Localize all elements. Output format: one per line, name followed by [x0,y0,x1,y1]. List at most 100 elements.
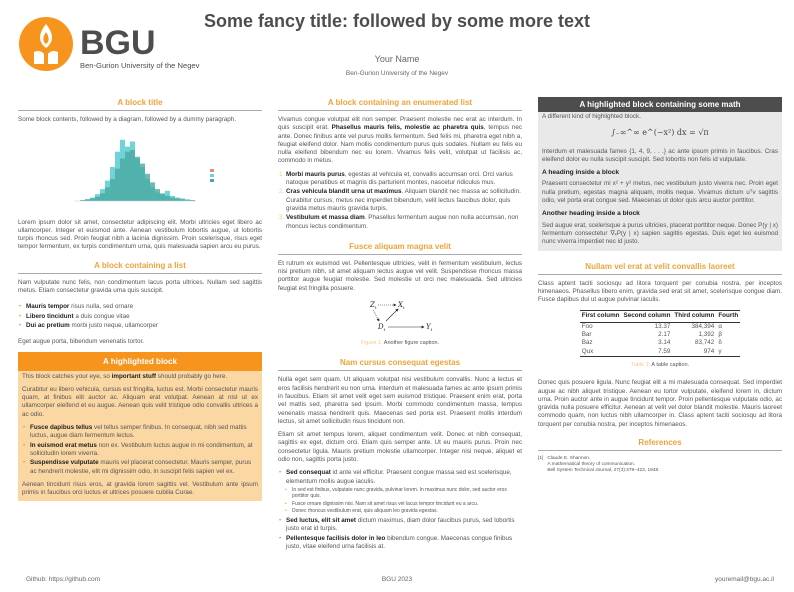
figure-caption: Figure 1: Another figure caption. [360,340,440,347]
block-heading: Another heading inside a block [542,210,640,218]
table-cell: 13.37 [654,322,671,330]
table-row: Foo 13.37 384,394 α [580,322,741,331]
block-text: Donec quis posuere ligula. Nunc feugiat … [538,379,782,428]
histogram-bar [175,198,180,202]
block-text: Some block contents, followed by a diagr… [18,116,237,123]
column-middle: A block containing an enumerated list Vi… [278,97,522,556]
block-text: Nulla eget sem quam. Ut aliquam volutpat… [278,376,522,425]
block-text: Lorem ipsum dolor sit amet, consectetur … [18,218,262,251]
block-text: Eget augue porta, bibendum venenatis tor… [18,338,145,346]
bullet-list: • Fusce dapibus tellus vel tellus semper … [22,424,258,476]
table-cell: α [718,322,722,330]
table-cell: δ [718,339,722,347]
bgu-logo: BGU Ben-Gurion University of the Negev [19,17,200,71]
reference-item: [1] Claude E. Shannon. A mathematical the… [538,456,660,474]
column-left: A block title Some block contents, follo… [18,97,262,506]
svg-text:Zt: Zt [369,301,377,310]
svg-text:Dt: Dt [377,323,386,332]
table-cell: 2.17 [658,331,671,339]
histogram-bar [185,199,190,202]
logo-text: BGU [80,24,156,62]
footer-email[interactable]: youremail@bgu.ac.il [715,576,774,583]
column-right: A highlighted block containing some math… [538,97,782,474]
legend-swatch [210,174,214,178]
block-heading: A heading inside a block [542,169,620,177]
block-text: Praesent consectetur mi x² + y² metus, n… [542,180,778,205]
histogram-bar [150,182,155,202]
block-text: Et rutrum ex euismod vel. Pellentesque u… [278,259,522,292]
histogram-bar [180,199,185,202]
legend-swatch [210,169,214,173]
sub-list-item: • In sed est finibus, vulputate nunc grav… [285,486,507,500]
list-item: • Mauris tempor risus nulla, sed ornare [19,303,134,311]
block-text: Aenean tincidunt risus eros, at gravida … [22,480,258,497]
poster-title: Some fancy title: followed by some more … [203,11,591,31]
block-text: Interdum et malesuada fames {1, 4, 9, . … [542,147,778,163]
table-cell: γ [718,347,722,355]
histogram-bar [135,157,140,202]
histogram-bar [85,199,90,202]
sub-list-item: • Donec rhoncus vestibulum erat, quis ali… [285,508,438,515]
table-cell: 83,742 [695,339,715,347]
histogram-bar [115,168,120,202]
author: Your Name [374,54,420,64]
histogram-bar [140,163,145,202]
block-title: A block containing an enumerated list [278,97,522,111]
histogram-bar [145,174,150,202]
block-text: Sed augue erat, scelerisque a purus ultr… [542,221,778,246]
svg-text:Xt: Xt [397,301,405,310]
block-text: Nam vulputate nunc felis, non condimentu… [18,278,262,295]
footer-center: BGU 2023 [381,576,413,583]
histogram-bar [190,200,195,202]
equation: ∫₋∞^∞ e^(−x²) dx = √π [611,128,709,138]
histogram-bar [165,196,170,202]
block-text: Etiam sit amet tempus lorem, aliquet con… [278,431,522,464]
institute: Ben-Gurion University of the Negev [345,70,449,77]
svg-text:Yt: Yt [426,323,433,332]
histogram-bar [80,200,85,202]
histogram-bar [105,187,110,202]
histogram-bar [130,150,135,202]
block-title: A block title [18,97,262,111]
histogram-bar [95,197,100,202]
histogram-bar [120,158,125,202]
table-cell: Qux [581,347,594,355]
block-title: Fusce aliquam magna velit [278,241,522,255]
histogram-bar [125,151,130,202]
histogram-bar [160,193,165,202]
table-cell: β [718,331,722,339]
list-item: • Fusce dapibus tellus vel tellus semper … [23,424,247,440]
math-block: A highlighted block containing some math… [538,97,782,251]
histogram-bar [155,189,160,202]
causal-diagram: Zt Xt Dt Yt [369,301,433,332]
legend-swatch [210,179,214,183]
table-cell: Baz [581,339,593,347]
sub-list-item: • Fusce ornare dignissim nisi. Nam sit am… [285,500,479,507]
list-item: • Dui ac pretium morbi justo neque, ullam… [19,321,158,329]
logo-subtitle: Ben-Gurion University of the Negev [80,61,200,70]
block-title: Nullam vel erat at velit convallis laore… [538,261,782,275]
bullet-list: • Sed consequat id ante vel efficitur. Pr… [278,469,522,551]
block-text: This block catches your eye, so importan… [22,372,228,380]
block-text: A different kind of highlighted block. [542,113,641,120]
histogram-bar [110,179,115,202]
table-row: Baz 3.14 83,742 δ [580,339,741,347]
histogram-bar [100,193,105,202]
histogram-bar [90,198,95,202]
histogram-bar [165,191,170,202]
bullet-list: • Mauris tempor risus nulla, sed ornare •… [18,303,262,330]
table-row: Qux 7.59 974 γ [580,348,741,357]
list-item: • Sed luctus, elit sit amet dictum maximu… [279,516,515,533]
data-table: First column Second column Third column … [579,310,741,357]
list-item: • Libero tincidunt a duis congue vitae [19,312,130,320]
block-title: Nam cursus consequat egestas [278,357,522,372]
table-row: Bar 2.17 1,392 β [580,331,741,339]
table-caption: Table 1: A table caption. [630,361,690,368]
list-item: • Suspendisse vulputate mauris vel placer… [23,459,252,475]
sub-list: • In sed est finibus, vulputate nunc grav… [278,487,522,515]
list-item: 1. Morbi mauris purus, egestas at vehicul… [279,170,513,187]
enumerated-list: 1. Morbi mauris purus, egestas at vehicul… [278,171,522,231]
footer-github[interactable]: Github: https://github.com [26,576,101,583]
block-title: A block containing a list [18,260,262,274]
table-cell: 974 [703,347,715,355]
